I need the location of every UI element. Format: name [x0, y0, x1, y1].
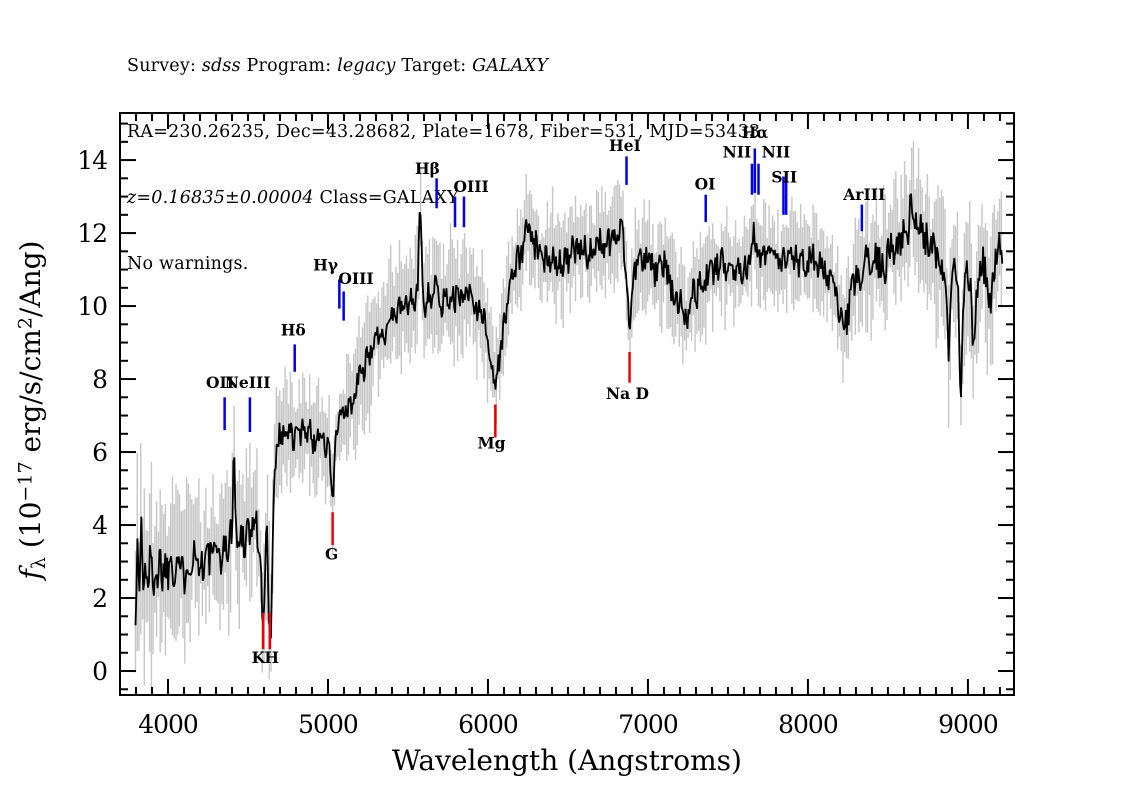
y-tick-label-6: 6	[92, 438, 107, 467]
x-tick-label-5000: 5000	[298, 710, 358, 739]
survey-label: Survey:	[127, 56, 202, 76]
emission-marker-NII: NII	[757, 143, 791, 195]
emission-marker-OIII: OIII	[338, 269, 374, 321]
y-tick-label-12: 12	[77, 219, 107, 248]
x-tick-label-8000: 8000	[778, 710, 838, 739]
program-label: Program:	[240, 56, 338, 76]
tick-labels: 4000 5000 6000 7000 8000 9000 0 2 4 6 8 10 12 14	[77, 146, 999, 739]
plot-header: Survey: sdss Program: legacy Target: GAL…	[127, 11, 760, 319]
line-label: OIII	[338, 269, 373, 288]
y-tick-label-0: 0	[92, 657, 107, 686]
y-tick-label-2: 2	[92, 584, 107, 613]
header-line-redshift: z=0.16835±0.00004 Class=GALAXY	[127, 187, 760, 209]
x-axis-title: Wavelength (Angstroms)	[392, 744, 742, 777]
absorption-marker-Mg: Mg	[477, 404, 506, 452]
absorption-marker-H: H	[264, 612, 279, 667]
line-label: HeI	[609, 136, 641, 155]
absorption-marker-Na-D: Na D	[606, 352, 649, 403]
x-tick-label-4000: 4000	[138, 710, 198, 739]
line-label: ArIII	[842, 185, 885, 204]
emission-marker-SII: SII	[771, 168, 797, 215]
line-label: Hγ	[313, 255, 339, 274]
emission-marker-Hγ: Hγ	[313, 255, 341, 309]
absorption-marker-K: K	[252, 612, 266, 667]
line-label: K	[252, 648, 266, 667]
header-line-warnings: No warnings.	[127, 254, 249, 274]
line-label: OI	[695, 174, 716, 193]
y-tick-label-8: 8	[92, 365, 107, 394]
emission-marker-ArIII: ArIII	[842, 185, 885, 232]
survey-value: sdss	[201, 56, 241, 76]
header-line-survey: Survey: sdss Program: legacy Target: GAL…	[127, 55, 760, 77]
axis-ticks	[120, 113, 1014, 695]
emission-marker-OI: OI	[695, 174, 716, 223]
emission-marker-Hδ: Hδ	[281, 320, 306, 372]
emission-marker-Hβ: Hβ	[415, 159, 440, 209]
emission-marker-OIII: OIII	[454, 177, 489, 228]
emission-markers: OIINeIIIHδHγOIIIHβOIIIHeIOINIIHαNIISIIAr…	[206, 123, 885, 432]
line-label: OII	[206, 373, 234, 392]
class-value: Class=GALAXY	[313, 188, 459, 208]
target-label: Target:	[395, 56, 473, 76]
emission-marker-OII: OII	[206, 373, 234, 431]
line-label: G	[325, 545, 338, 564]
line-label: NII	[762, 143, 791, 162]
line-label: Mg	[477, 433, 505, 452]
line-label: SII	[771, 168, 797, 187]
redshift-value: z=0.16835±0.00004	[127, 188, 314, 208]
target-value: GALAXY	[472, 56, 549, 76]
x-tick-label-7000: 7000	[618, 710, 678, 739]
emission-marker-NII: NII	[723, 143, 754, 195]
flux-exponent: −17	[14, 461, 37, 502]
emission-marker-NeIII: NeIII	[225, 373, 271, 432]
flux-symbol: f	[14, 569, 47, 580]
y-tick-label-10: 10	[77, 292, 107, 321]
cm-exponent: 2	[14, 317, 37, 330]
x-tick-label-6000: 6000	[458, 710, 518, 739]
error-envelope	[134, 140, 1003, 693]
header-line-coordinates: RA=230.26235, Dec=43.28682, Plate=1678, …	[127, 122, 761, 142]
absorption-marker-G: G	[325, 512, 338, 564]
y-axis-title: fλ (10−17 erg/s/cm2/Ang)	[14, 240, 50, 580]
emission-marker-Hα: Hα	[742, 123, 769, 193]
program-value: legacy	[337, 56, 396, 76]
line-label: Hα	[742, 123, 769, 142]
emission-marker-HeI: HeI	[609, 136, 641, 185]
line-label: NeIII	[225, 373, 271, 392]
line-label: NII	[723, 143, 752, 162]
y-tick-label-4: 4	[92, 511, 107, 540]
absorption-markers: K H G Mg Na D	[252, 352, 649, 667]
x-tick-label-9000: 9000	[938, 710, 998, 739]
flux-subscript: λ	[27, 557, 50, 570]
line-label: Hβ	[415, 159, 440, 178]
line-label: Na D	[606, 384, 649, 403]
line-label: H	[264, 648, 279, 667]
line-label: OIII	[454, 177, 489, 196]
y-tick-label-14: 14	[77, 146, 107, 175]
spectrum-line	[134, 193, 1004, 639]
line-label: Hδ	[281, 320, 306, 339]
